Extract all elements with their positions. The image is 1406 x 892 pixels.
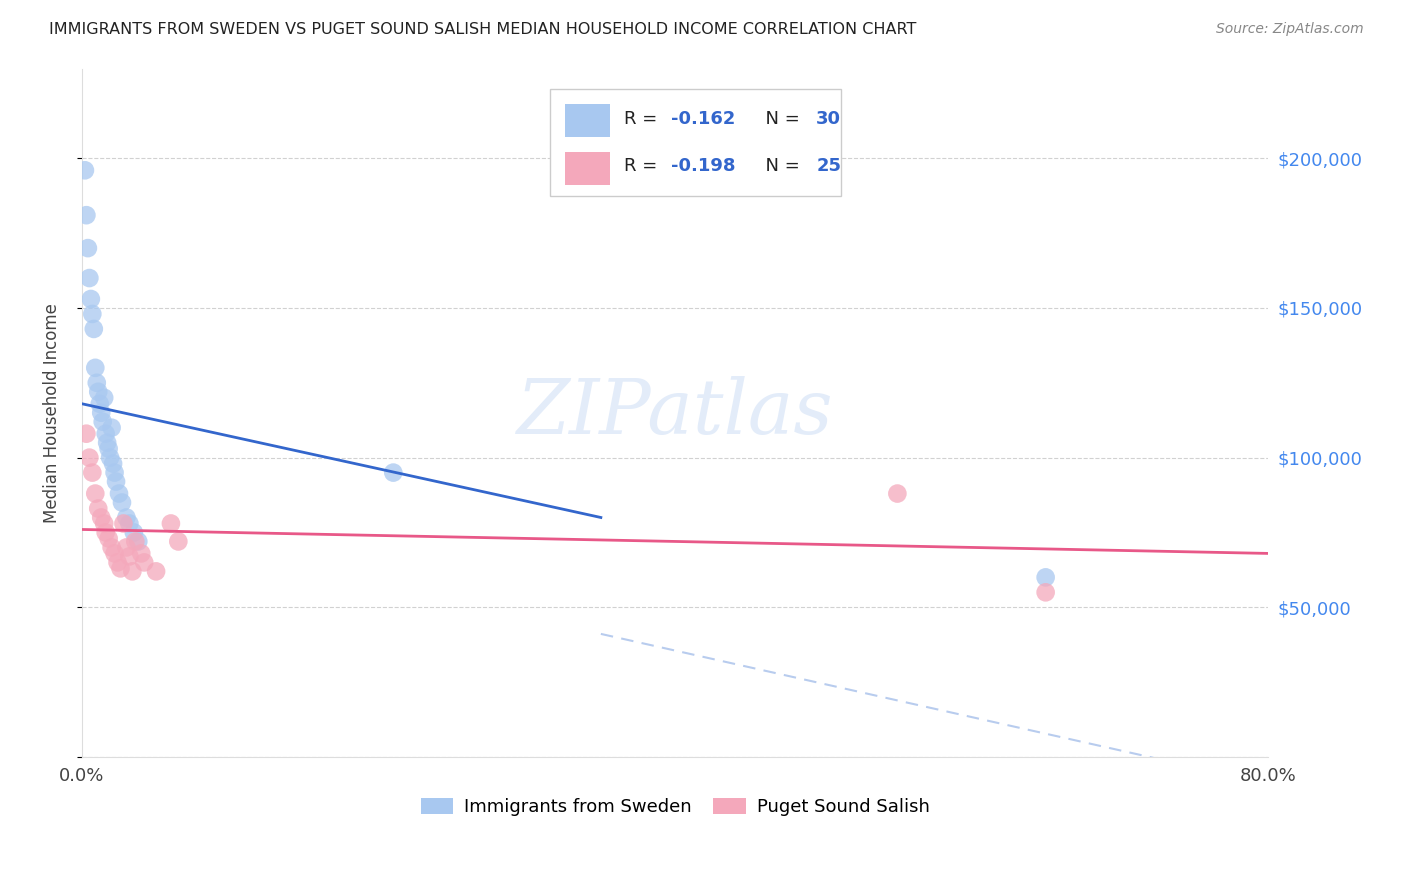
- Point: [83, 322, 105, 336]
- Text: -0.162: -0.162: [672, 110, 735, 128]
- Point: [103, 546, 125, 560]
- Point: [115, 510, 138, 524]
- Bar: [565, 104, 610, 137]
- Point: [129, 546, 152, 560]
- Point: [93, 516, 115, 531]
- Point: [91, 415, 114, 429]
- Point: [107, 555, 129, 569]
- Point: [98, 450, 121, 465]
- Point: [167, 534, 190, 549]
- Text: -0.198: -0.198: [672, 157, 735, 175]
- Point: [97, 442, 120, 456]
- Point: [90, 510, 112, 524]
- Point: [134, 555, 156, 569]
- Point: [84, 360, 107, 375]
- Y-axis label: Median Household Income: Median Household Income: [44, 302, 60, 523]
- Point: [118, 516, 141, 531]
- Point: [160, 516, 183, 531]
- FancyBboxPatch shape: [551, 89, 841, 196]
- Point: [84, 486, 107, 500]
- Point: [115, 541, 138, 555]
- Point: [96, 435, 118, 450]
- Point: [94, 426, 117, 441]
- Point: [105, 475, 128, 489]
- Point: [79, 450, 101, 465]
- Point: [886, 486, 908, 500]
- Point: [80, 292, 103, 306]
- Point: [94, 525, 117, 540]
- Legend: Immigrants from Sweden, Puget Sound Salish: Immigrants from Sweden, Puget Sound Sali…: [413, 791, 936, 823]
- Point: [382, 466, 405, 480]
- Text: 30: 30: [815, 110, 841, 128]
- Point: [75, 208, 97, 222]
- Point: [112, 516, 135, 531]
- Text: ZIPatlas: ZIPatlas: [516, 376, 834, 450]
- Point: [118, 549, 141, 564]
- Text: IMMIGRANTS FROM SWEDEN VS PUGET SOUND SALISH MEDIAN HOUSEHOLD INCOME CORRELATION: IMMIGRANTS FROM SWEDEN VS PUGET SOUND SA…: [49, 22, 917, 37]
- Point: [93, 391, 115, 405]
- Point: [87, 384, 110, 399]
- Point: [124, 534, 146, 549]
- Text: 25: 25: [815, 157, 841, 175]
- Point: [111, 495, 134, 509]
- Point: [101, 457, 124, 471]
- Point: [127, 534, 149, 549]
- Point: [121, 565, 143, 579]
- Point: [97, 532, 120, 546]
- Point: [79, 271, 101, 285]
- Point: [75, 426, 97, 441]
- Point: [100, 541, 122, 555]
- Point: [87, 501, 110, 516]
- Point: [122, 525, 145, 540]
- Point: [108, 486, 131, 500]
- Point: [90, 406, 112, 420]
- Bar: [565, 153, 610, 186]
- Point: [82, 307, 104, 321]
- Point: [103, 466, 125, 480]
- Text: Source: ZipAtlas.com: Source: ZipAtlas.com: [1216, 22, 1364, 37]
- Point: [89, 397, 111, 411]
- Point: [110, 561, 132, 575]
- Point: [1035, 585, 1057, 599]
- Text: R =: R =: [624, 110, 664, 128]
- Point: [77, 241, 100, 255]
- Text: R =: R =: [624, 157, 664, 175]
- Point: [100, 420, 122, 434]
- Point: [1035, 570, 1057, 584]
- Point: [82, 466, 104, 480]
- Text: N =: N =: [755, 110, 806, 128]
- Point: [86, 376, 108, 390]
- Text: N =: N =: [755, 157, 806, 175]
- Point: [145, 565, 167, 579]
- Point: [73, 163, 96, 178]
